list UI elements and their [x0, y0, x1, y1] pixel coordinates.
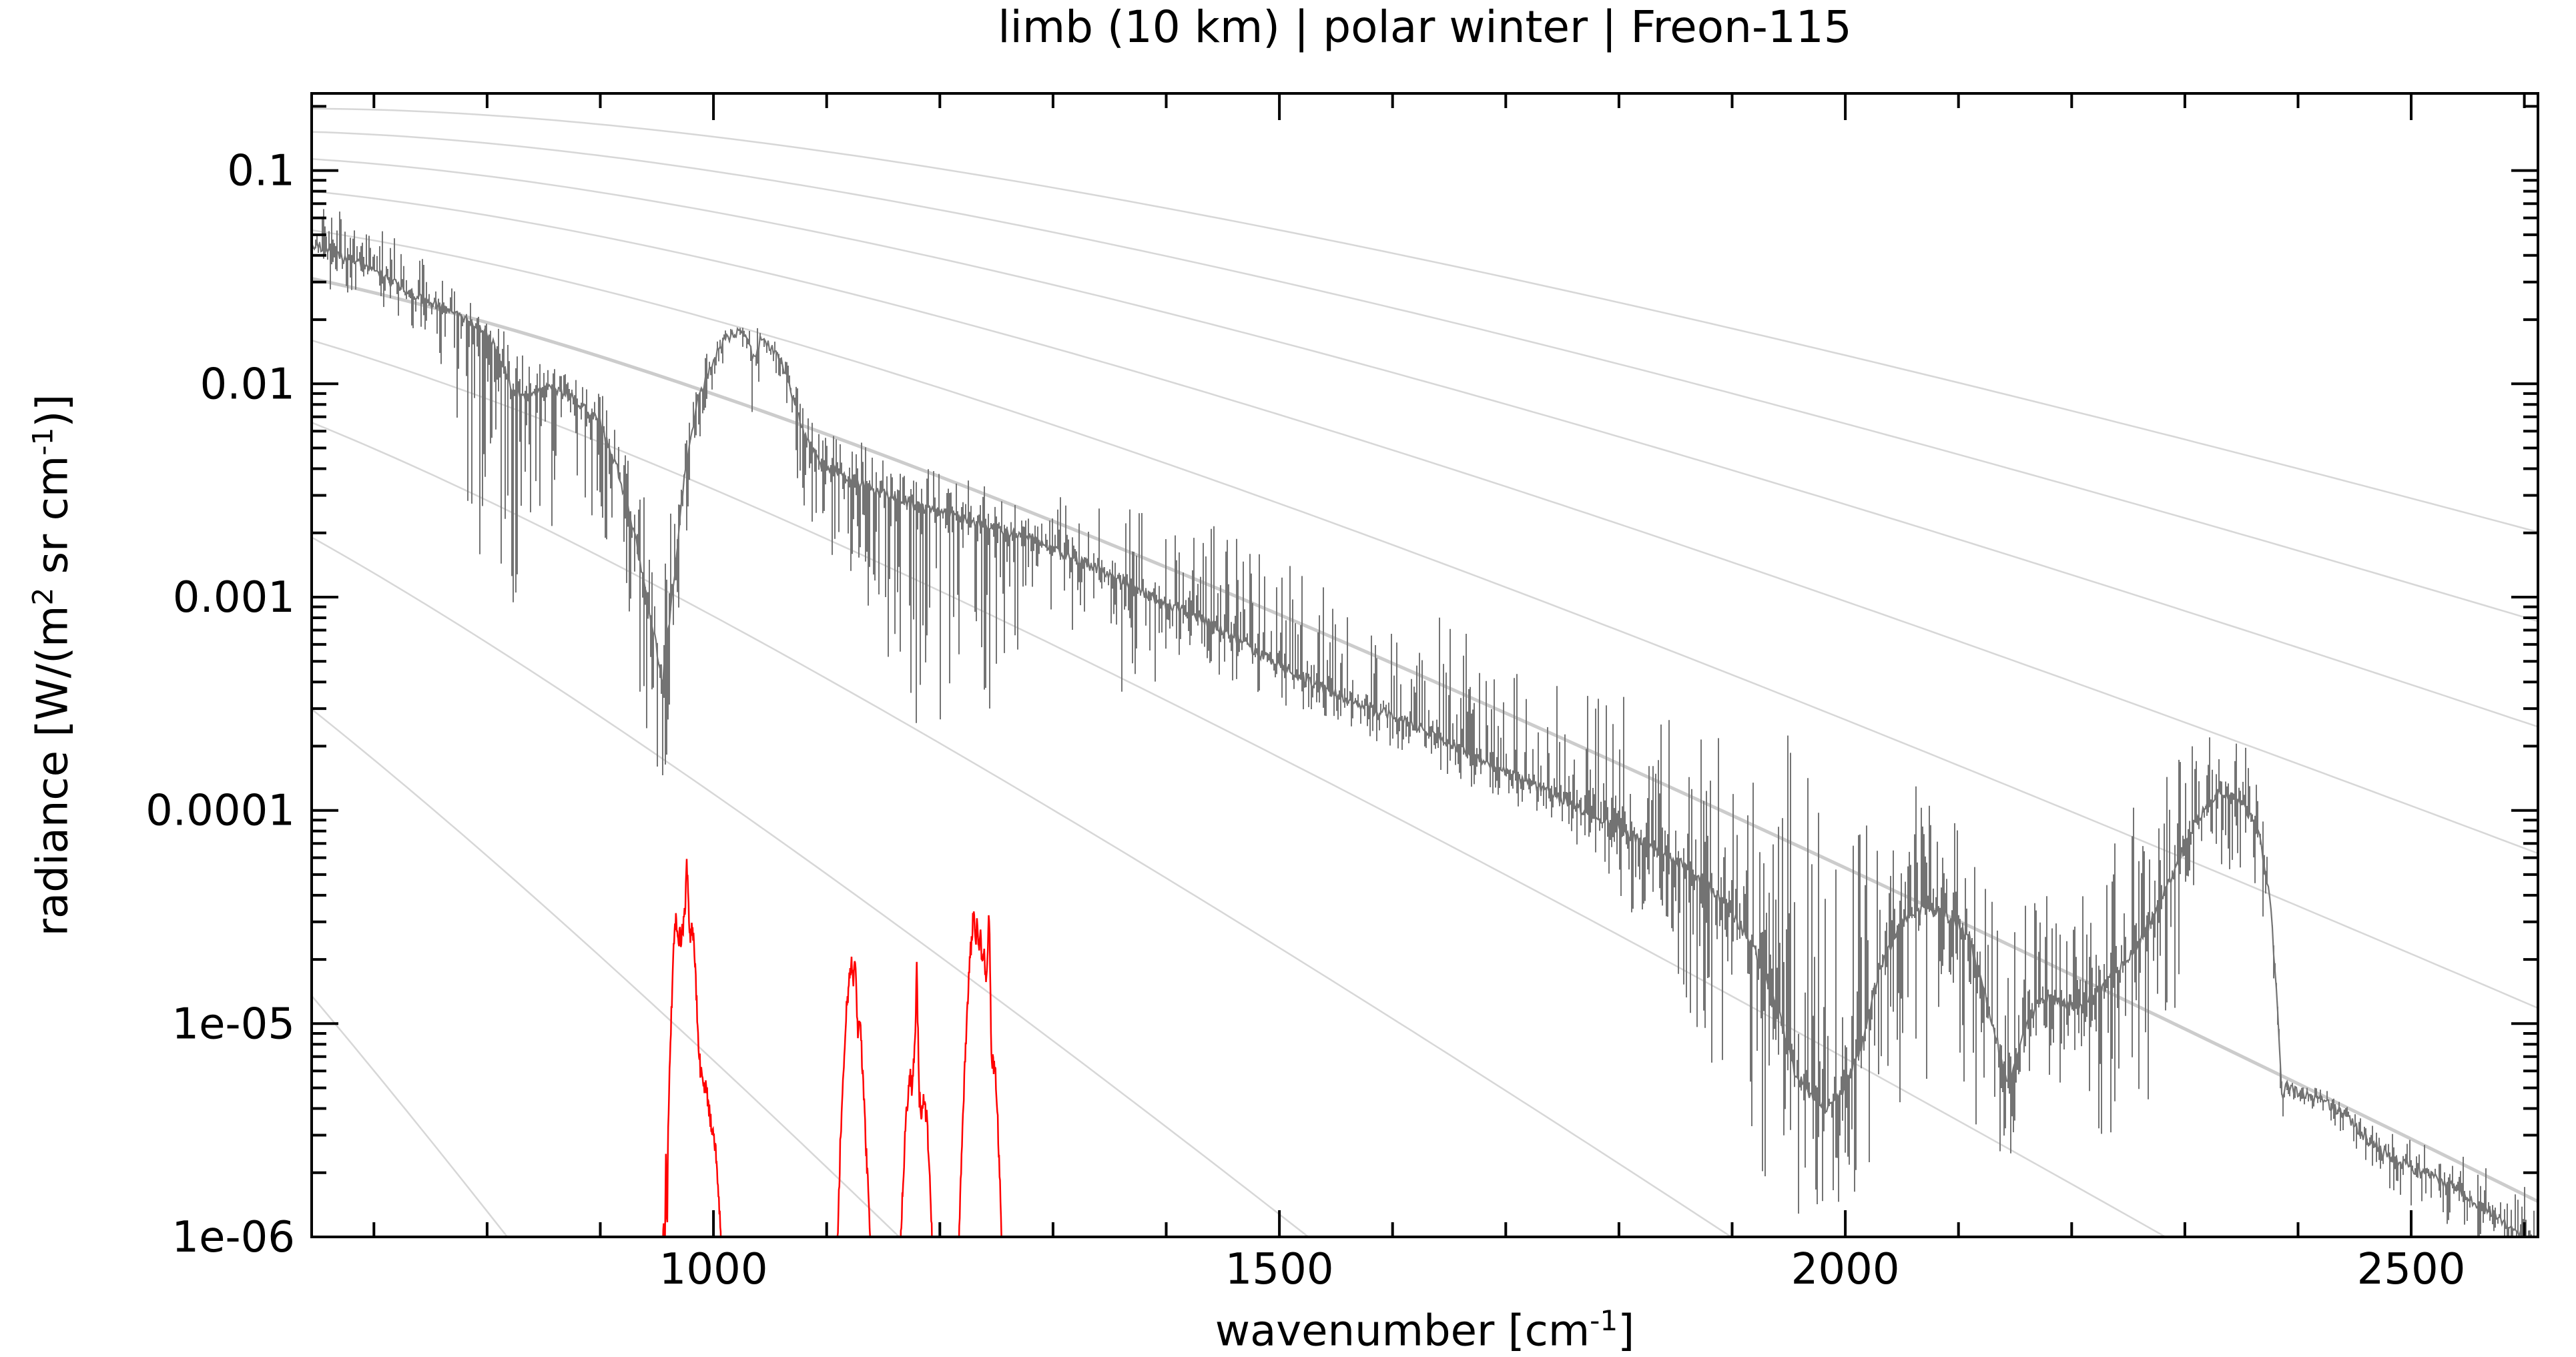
x-tick-label: 1000: [659, 1245, 768, 1294]
x-axis-label: wavenumber [cm-1]: [312, 1298, 2538, 1354]
freon-115-series: [662, 859, 1002, 1237]
plot-border: [310, 92, 2539, 1238]
planck-curve-200K: [312, 277, 2538, 1204]
planck-curve-150K: [312, 422, 1733, 1237]
planck-curve-125K: [312, 536, 1310, 1237]
planck-curve-250K: [312, 190, 2538, 855]
planck-curve-100K: [312, 709, 901, 1237]
atmospheric-spectrum-series: [312, 209, 2538, 1237]
planck-curve-300K: [312, 131, 2538, 622]
planck-curve-325K: [312, 107, 2538, 533]
spectrum-spikes: [312, 209, 2538, 1237]
chart-title: limb (10 km) | polar winter | Freon-115: [998, 1, 1852, 53]
planck-curve-175K: [312, 340, 2168, 1237]
planck-background-curves: [312, 107, 2538, 1237]
x-tick-label: 2000: [1791, 1245, 1900, 1294]
x-tick-label: 1500: [1225, 1245, 1334, 1294]
y-tick-label: 1e-06: [172, 1213, 295, 1262]
axis-ticks: [312, 93, 2538, 1238]
unit-superscript: -1: [1590, 1304, 1618, 1337]
y-tick-label: 1e-05: [172, 999, 295, 1049]
x-tick-label: 2500: [2357, 1245, 2466, 1294]
y-tick-label: 0.01: [200, 360, 296, 409]
planck-curve-225K: [312, 229, 2538, 1009]
planck-curve-75K: [312, 995, 509, 1237]
y-tick-label: 0.001: [173, 573, 295, 622]
planck-curve-275K: [312, 158, 2538, 728]
label-text: wavenumber [cm: [1215, 1306, 1590, 1356]
label-text: ]: [1618, 1306, 1635, 1356]
y-tick-label: 0.1: [227, 147, 295, 196]
y-tick-label: 0.0001: [145, 787, 295, 836]
axis-tick-labels: 1000 1500 2000 2500 0.1 0.01 0.001 0.0001 1e-05 1…: [145, 147, 2465, 1294]
